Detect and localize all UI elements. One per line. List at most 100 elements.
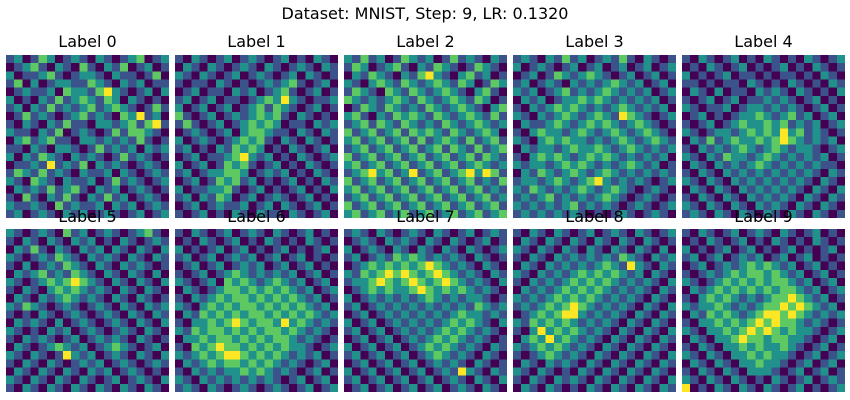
heatmap-cell	[360, 112, 369, 121]
heatmap-cell	[71, 302, 80, 311]
heatmap-cell	[376, 169, 385, 178]
heatmap-cell	[297, 103, 306, 113]
heatmap-cell	[529, 120, 538, 129]
heatmap-cell	[578, 152, 587, 162]
heatmap-cell	[264, 144, 273, 153]
heatmap-cell	[667, 286, 676, 295]
heatmap-cell	[152, 120, 162, 129]
heatmap-cell	[747, 359, 756, 368]
heatmap-cell	[376, 277, 385, 287]
heatmap-cell	[545, 177, 554, 186]
heatmap-cell	[714, 351, 723, 360]
heatmap-cell	[570, 95, 579, 105]
heatmap-cell	[739, 253, 748, 262]
heatmap-cell	[425, 383, 434, 392]
heatmap-cell	[594, 367, 603, 376]
heatmap-cell	[71, 63, 80, 72]
heatmap-cell	[836, 120, 845, 129]
heatmap-cell	[376, 229, 385, 238]
heatmap-cell	[529, 193, 538, 202]
heatmap-cell	[136, 201, 145, 211]
heatmap-cell	[714, 152, 723, 162]
heatmap-cell	[344, 63, 353, 72]
heatmap-cell	[425, 229, 434, 238]
heatmap-cell	[610, 326, 620, 336]
heatmap-cell	[71, 310, 80, 319]
heatmap-cell	[545, 112, 554, 121]
heatmap-cell	[6, 209, 15, 218]
heatmap-cell	[441, 237, 451, 246]
heatmap-cell	[618, 229, 628, 238]
heatmap-cell	[828, 71, 838, 80]
heatmap-cell	[111, 177, 121, 186]
heatmap-cell	[714, 253, 723, 262]
heatmap-cell	[289, 87, 298, 96]
heatmap-cell	[256, 79, 265, 88]
heatmap-cell	[425, 120, 434, 129]
heatmap-cell	[730, 128, 740, 137]
heatmap-cell	[433, 351, 442, 360]
heatmap-cell	[763, 237, 772, 246]
heatmap-cell	[152, 286, 162, 295]
heatmap-cell	[820, 71, 829, 80]
heatmap-cell	[667, 294, 676, 303]
heatmap-cell	[321, 160, 331, 170]
heatmap-cell	[6, 63, 15, 72]
heatmap-cell	[95, 160, 104, 170]
heatmap-cell	[305, 286, 314, 295]
heatmap-cell	[635, 63, 644, 72]
heatmap-cell	[706, 253, 715, 262]
heatmap-cell	[779, 55, 789, 64]
heatmap-cell	[223, 294, 233, 303]
heatmap-cell	[739, 152, 748, 162]
heatmap-cell	[828, 144, 838, 153]
heatmap-cell	[152, 302, 162, 311]
heatmap-cell	[836, 351, 845, 360]
heatmap-cell	[71, 269, 80, 279]
heatmap-cell	[425, 201, 434, 211]
heatmap-cell	[682, 269, 691, 279]
heatmap-cell	[344, 95, 353, 105]
heatmap-cell	[38, 87, 47, 96]
heatmap-cell	[714, 128, 723, 137]
heatmap-cell	[368, 63, 377, 72]
heatmap-cell	[183, 286, 192, 295]
heatmap-cell	[14, 87, 23, 96]
heatmap-cell	[602, 120, 611, 129]
heatmap-cell	[796, 120, 805, 129]
heatmap-cell	[305, 185, 314, 194]
heatmap-cell	[240, 351, 249, 360]
heatmap-cell	[804, 245, 813, 254]
heatmap-cell	[771, 63, 780, 72]
heatmap-cell	[120, 351, 129, 360]
heatmap-cell	[747, 169, 756, 178]
heatmap-cell	[698, 351, 707, 360]
heatmap-cell	[706, 144, 715, 153]
heatmap-cell	[240, 63, 249, 72]
heatmap-cell	[128, 302, 137, 311]
heatmap-cell	[160, 193, 169, 202]
heatmap-cell	[71, 112, 80, 121]
heatmap-cell	[812, 294, 821, 303]
heatmap-cell	[466, 71, 475, 80]
heatmap-cell	[498, 351, 507, 360]
heatmap-cell	[474, 237, 483, 246]
heatmap-cell	[433, 326, 442, 336]
heatmap-cell	[643, 152, 652, 162]
heatmap-cell	[820, 286, 829, 295]
heatmap-cell	[618, 63, 628, 72]
heatmap-cell	[779, 261, 789, 270]
heatmap-cell	[635, 253, 644, 262]
heatmap-cell	[321, 383, 331, 392]
heatmap-cell	[466, 245, 475, 254]
heatmap-cell	[248, 152, 257, 162]
heatmap-cell	[103, 245, 113, 254]
heatmap-cell	[706, 201, 715, 211]
heatmap-cell	[256, 229, 265, 238]
heatmap-cell	[401, 367, 410, 376]
heatmap-label-9	[682, 229, 845, 392]
heatmap-cell	[458, 185, 467, 194]
heatmap-cell	[659, 152, 669, 162]
heatmap-cell	[466, 310, 475, 319]
heatmap-cell	[215, 112, 225, 121]
